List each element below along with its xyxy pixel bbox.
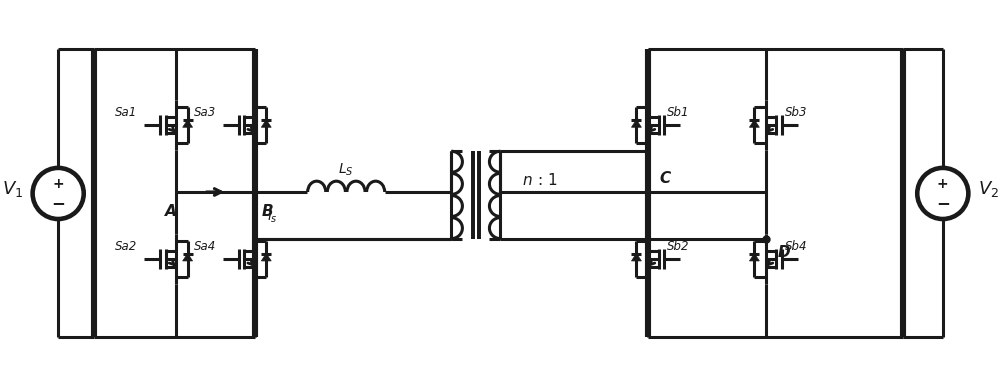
Text: Sb4: Sb4 xyxy=(785,240,808,253)
Polygon shape xyxy=(749,254,759,261)
Text: Sa3: Sa3 xyxy=(194,106,216,119)
Text: D: D xyxy=(778,245,790,260)
Text: Sa2: Sa2 xyxy=(115,240,137,253)
Polygon shape xyxy=(261,120,271,127)
Text: C: C xyxy=(660,171,671,186)
Polygon shape xyxy=(749,120,759,127)
Text: B: B xyxy=(262,204,273,219)
Polygon shape xyxy=(183,254,193,261)
Text: Sb3: Sb3 xyxy=(785,106,808,119)
Text: Sb2: Sb2 xyxy=(667,240,690,253)
Text: Sa1: Sa1 xyxy=(115,106,137,119)
Polygon shape xyxy=(183,120,193,127)
Text: $L_S$: $L_S$ xyxy=(338,162,354,178)
Polygon shape xyxy=(631,254,641,261)
Text: +: + xyxy=(52,177,64,191)
Polygon shape xyxy=(631,120,641,127)
Text: $n\,:\,1$: $n\,:\,1$ xyxy=(522,172,558,188)
Text: +: + xyxy=(937,177,949,191)
Text: A: A xyxy=(165,204,177,219)
Text: $V_1$: $V_1$ xyxy=(2,178,23,199)
Text: Sa4: Sa4 xyxy=(194,240,216,253)
Text: Sb1: Sb1 xyxy=(667,106,690,119)
Text: $V_2$: $V_2$ xyxy=(978,178,999,199)
Text: −: − xyxy=(936,194,950,212)
Text: $i_s$: $i_s$ xyxy=(267,208,277,225)
Polygon shape xyxy=(261,254,271,261)
Text: −: − xyxy=(51,194,65,212)
